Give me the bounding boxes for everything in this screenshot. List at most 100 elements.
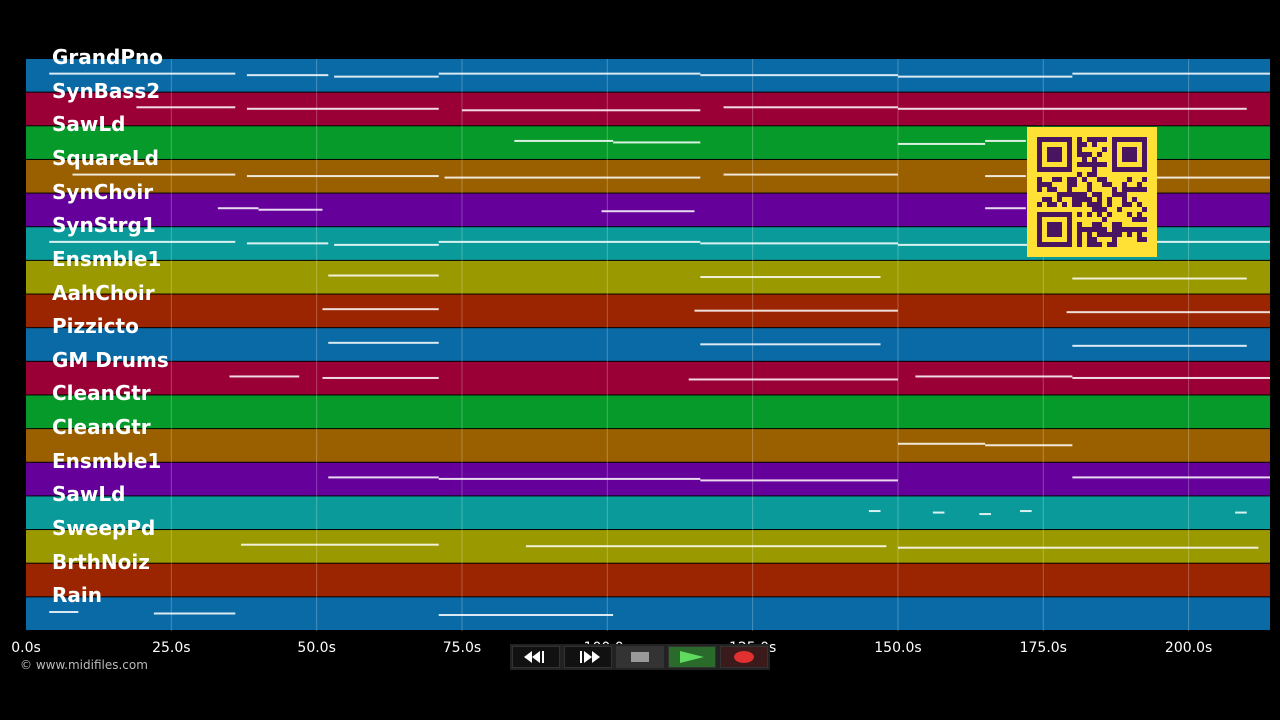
- tick-label: 50.0s: [297, 640, 336, 656]
- note-bar: [49, 240, 236, 243]
- tick-label: 25.0s: [152, 640, 191, 656]
- note-bar: [979, 513, 991, 516]
- record-icon: [734, 651, 754, 663]
- note-bar: [985, 207, 1026, 210]
- note-bar: [246, 242, 329, 245]
- note-bar: [1066, 311, 1270, 314]
- note-bar: [49, 610, 79, 613]
- track-lane: [26, 294, 1270, 328]
- note-bar: [1020, 510, 1032, 513]
- track-label: SawLd: [52, 112, 126, 137]
- tick-label: 175.0s: [1019, 640, 1067, 656]
- note-bar: [246, 107, 439, 110]
- note-bar: [322, 308, 439, 311]
- fast-forward-button[interactable]: [564, 646, 612, 668]
- note-bar: [897, 546, 1259, 549]
- play-button[interactable]: [668, 646, 716, 668]
- track-label: Ensmble1: [52, 246, 162, 271]
- note-bar: [1072, 72, 1270, 75]
- note-bar: [985, 444, 1073, 447]
- note-bar: [1235, 511, 1247, 514]
- note-bar: [985, 175, 1026, 178]
- note-bar: [328, 341, 439, 344]
- note-bar: [328, 274, 439, 277]
- note-bar: [1072, 476, 1270, 479]
- note-bar: [438, 613, 614, 616]
- note-bar: [700, 343, 881, 346]
- track-lane: [26, 361, 1270, 395]
- track-label: GrandPno: [52, 45, 163, 69]
- track-label: SawLd: [52, 482, 126, 507]
- note-bar: [613, 141, 701, 144]
- note-bar: [915, 375, 1073, 378]
- stop-icon: [631, 652, 649, 662]
- note-bar: [438, 477, 701, 480]
- play-icon: [680, 651, 704, 663]
- note-bar: [700, 242, 898, 245]
- record-button[interactable]: [720, 646, 768, 668]
- track-label: AahChoir: [52, 280, 155, 305]
- track-label: GM Drums: [52, 347, 169, 372]
- note-bar: [328, 476, 439, 479]
- tick-label: 0.0s: [11, 640, 41, 656]
- note-bar: [700, 276, 881, 279]
- note-bar: [1072, 344, 1247, 347]
- stop-button[interactable]: [616, 646, 664, 668]
- note-bar: [438, 240, 701, 243]
- track-lane: [26, 260, 1270, 294]
- note-bar: [72, 173, 236, 176]
- track-label: SquareLd: [52, 145, 159, 170]
- note-bar: [246, 175, 439, 178]
- copyright-text: © www.midifiles.com: [20, 658, 148, 672]
- note-bar: [1072, 240, 1270, 243]
- rewind-button[interactable]: [512, 646, 560, 668]
- track-label: Ensmble1: [52, 448, 162, 473]
- note-bar: [258, 208, 323, 211]
- note-bar: [700, 74, 898, 77]
- tick-label: 75.0s: [442, 640, 482, 656]
- note-bar: [897, 107, 1247, 110]
- track-label: BrthNoiz: [52, 549, 150, 574]
- note-bar: [334, 75, 439, 78]
- track-label: Rain: [52, 583, 102, 608]
- note-bars: [49, 72, 1270, 616]
- note-bar: [525, 545, 887, 548]
- note-bar: [932, 511, 945, 514]
- track-label: SynChoir: [52, 179, 154, 204]
- track-label: SynBass2: [52, 78, 161, 103]
- fast-forward-icon: [580, 651, 600, 663]
- track-label: CleanGtr: [52, 415, 151, 440]
- note-bar: [868, 510, 881, 513]
- note-bar: [217, 207, 259, 210]
- track-label: CleanGtr: [52, 381, 151, 406]
- note-bar: [985, 139, 1026, 142]
- track-lane: [26, 395, 1270, 429]
- note-bar: [241, 543, 439, 546]
- note-bar: [723, 173, 898, 176]
- note-bar: [229, 375, 300, 378]
- note-bar: [688, 378, 898, 381]
- track-lane: [26, 496, 1270, 530]
- note-bar: [322, 376, 439, 379]
- track-label: SweepPd: [52, 516, 156, 541]
- note-bar: [897, 142, 986, 145]
- note-bar: [1072, 176, 1270, 179]
- track-label: Pizzicto: [52, 314, 139, 339]
- note-bar: [897, 75, 1073, 78]
- tick-label: 150.0s: [874, 640, 922, 656]
- note-bar: [153, 612, 236, 615]
- note-bar: [334, 243, 439, 246]
- track-lane: [26, 59, 1270, 92]
- note-bar: [444, 176, 701, 179]
- track-lane: [26, 563, 1270, 597]
- note-bar: [601, 210, 695, 213]
- note-bar: [49, 72, 236, 75]
- track-lane: [26, 328, 1270, 361]
- note-bar: [694, 309, 898, 312]
- note-bar: [1072, 376, 1270, 379]
- track-label: SynStrg1: [52, 213, 156, 238]
- note-bar: [723, 106, 898, 109]
- note-bar: [700, 479, 898, 482]
- note-bar: [136, 106, 236, 109]
- qr-code-icon: [1027, 127, 1157, 257]
